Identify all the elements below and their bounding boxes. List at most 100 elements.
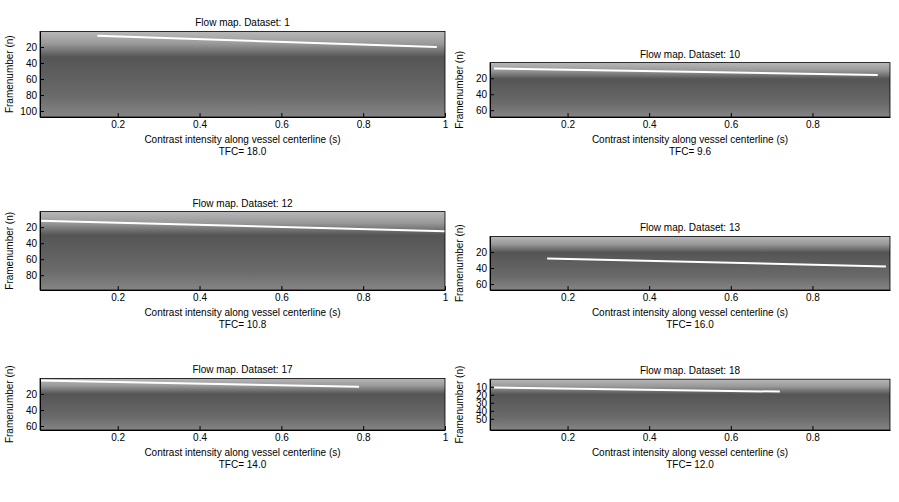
x-axis-title: Contrast intensity along vessel centerli… <box>592 134 788 145</box>
tick-label: 0.6 <box>724 432 738 443</box>
x-axis: 0.20.40.60.81 <box>41 426 449 443</box>
tick-mark <box>490 110 494 111</box>
tick-mark <box>200 113 201 117</box>
tick: 40 <box>476 89 494 100</box>
tick-label: 0.4 <box>643 432 657 443</box>
tick-label: 80 <box>26 270 38 281</box>
x-axis: 0.2 0.4 0.6 0.8 <box>491 286 891 303</box>
tick: 0.8 <box>806 113 820 130</box>
tick: 0.8 <box>357 426 371 443</box>
plot-frame <box>490 379 890 430</box>
tick-mark <box>490 78 494 79</box>
tick-label: 60 <box>26 254 38 265</box>
tick-label: 60 <box>476 105 488 116</box>
axis-line <box>40 379 41 431</box>
x-axis-title: Contrast intensity along vessel centerli… <box>144 447 340 458</box>
tick-mark <box>490 268 494 269</box>
tick-mark <box>200 286 201 290</box>
tick-label: 60 <box>26 421 38 432</box>
tick: 0.8 <box>806 286 820 303</box>
tick-mark <box>490 403 494 404</box>
tick-label: 0.4 <box>643 119 657 130</box>
panel-title: Flow map. Dataset: 10 <box>640 49 740 60</box>
tick-mark <box>40 47 44 48</box>
tick-mark <box>445 426 446 430</box>
tick: 20 <box>26 42 44 53</box>
panel: 0.20.40.60.8204060Flow map. Dataset: 10C… <box>454 49 891 157</box>
tick-mark <box>812 286 813 290</box>
tick-label: 0.4 <box>643 292 657 303</box>
flow-map-image <box>40 378 445 430</box>
tick-mark <box>568 286 569 290</box>
y-axis-title: Framenumber (n) <box>454 51 465 129</box>
tick: 0.4 <box>193 426 207 443</box>
tick-mark <box>490 387 494 388</box>
subtitle: TFC= 9.6 <box>669 146 711 157</box>
tick: 0.8 <box>357 113 371 130</box>
tick: 60 <box>26 74 44 85</box>
y-axis: 1020304050 <box>476 380 494 431</box>
trend-line <box>547 258 886 266</box>
tick-label: 0.2 <box>561 119 575 130</box>
axis-line <box>491 430 891 431</box>
panel-title: Flow map. Dataset: 13 <box>640 222 740 233</box>
tick-mark <box>40 111 44 112</box>
tick-label: 40 <box>26 58 38 69</box>
tick-label: 0.2 <box>111 432 125 443</box>
tick-mark <box>649 286 650 290</box>
axis-line <box>491 290 891 291</box>
axis-line <box>41 430 446 431</box>
tick: 20 <box>26 389 44 400</box>
y-axis-title: Framenumber (n) <box>4 35 15 113</box>
axis-line <box>490 237 491 291</box>
tick-label: 0.6 <box>275 432 289 443</box>
tick-label: 40 <box>476 89 488 100</box>
tick: 0.6 <box>275 113 289 130</box>
tick-mark <box>568 426 569 430</box>
tick-mark <box>490 395 494 396</box>
subtitle: TFC= 16.0 <box>666 319 714 330</box>
tick-label: 0.8 <box>357 292 371 303</box>
tick-label: 0.4 <box>193 119 207 130</box>
tick: 0.6 <box>724 426 738 443</box>
tick: 0.8 <box>806 426 820 443</box>
flow-map-image <box>40 212 445 290</box>
tick-label: 0.4 <box>193 292 207 303</box>
tick-label: 40 <box>26 238 38 249</box>
plot-area <box>494 69 878 75</box>
tick-label: 80 <box>26 90 38 101</box>
tick-mark <box>445 113 446 117</box>
tick-mark <box>731 286 732 290</box>
tick: 40 <box>26 58 44 69</box>
axis-line <box>491 117 891 118</box>
tick-label: 0.2 <box>561 292 575 303</box>
tick-label: 0.2 <box>111 292 125 303</box>
tick: 0.4 <box>643 286 657 303</box>
plot-area <box>494 388 780 392</box>
plot-frame <box>40 31 445 117</box>
tick: 40 <box>26 405 44 416</box>
plot-area <box>97 36 437 47</box>
tick: 40 <box>476 263 494 274</box>
subtitle: TFC= 12.0 <box>666 459 714 470</box>
tick: 0.4 <box>643 113 657 130</box>
tick-mark <box>490 252 494 253</box>
tick: 1 <box>443 113 449 130</box>
panel-title: Flow map. Dataset: 12 <box>192 198 292 209</box>
plot-frame <box>490 63 890 117</box>
tick-label: 40 <box>26 405 38 416</box>
tick-label: 0.6 <box>724 292 738 303</box>
tick-label: 60 <box>26 74 38 85</box>
tick-mark <box>363 113 364 117</box>
plot-frame <box>40 212 445 290</box>
subtitle: TFC= 18.0 <box>219 146 267 157</box>
flow-map-image <box>40 31 445 117</box>
tick: 0.6 <box>275 426 289 443</box>
tick-mark <box>490 411 494 412</box>
tick: 0.6 <box>724 113 738 130</box>
tick-mark <box>363 426 364 430</box>
x-axis: 0.20.40.60.81 <box>41 286 449 303</box>
tick-mark <box>490 284 494 285</box>
axis-line <box>41 117 446 118</box>
tick-mark <box>731 426 732 430</box>
